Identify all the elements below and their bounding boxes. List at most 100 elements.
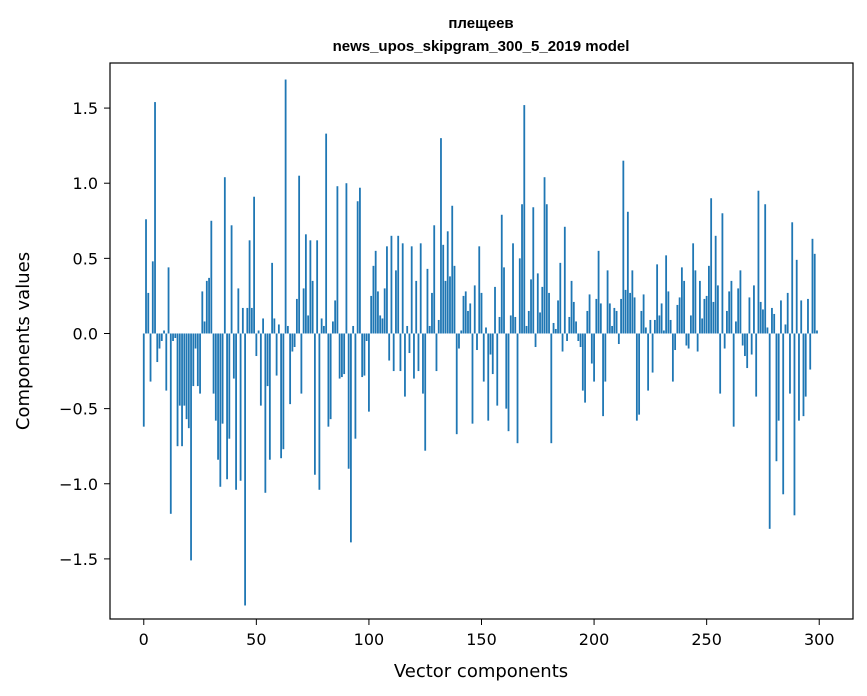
x-tick-label: 0 [139, 630, 149, 649]
x-axis: 0 50 100 150 200 250 300 [139, 619, 835, 649]
bar-54 [264, 333, 267, 493]
bar-226 [651, 333, 654, 373]
bar-36 [223, 177, 226, 334]
bar-179 [545, 204, 548, 334]
bar-38 [228, 333, 231, 439]
bar-181 [550, 333, 553, 444]
bar-43 [239, 333, 242, 481]
bar-276 [764, 204, 767, 334]
bar-106 [381, 318, 384, 334]
bar-134 [444, 280, 447, 334]
bar-192 [575, 321, 577, 334]
x-axis-label: Vector components [394, 661, 568, 682]
bar-196 [584, 333, 586, 403]
bar-21 [190, 333, 192, 561]
bar-236 [674, 333, 677, 351]
bar-267 [744, 333, 746, 357]
bar-4 [151, 261, 154, 334]
bar-197 [586, 310, 589, 334]
bars-group [142, 79, 818, 606]
bar-204 [602, 333, 604, 417]
bar-29 [208, 277, 210, 334]
bar-263 [735, 321, 737, 334]
bar-297 [811, 238, 814, 334]
bar-184 [557, 300, 559, 334]
bar-160 [503, 267, 505, 334]
bar-216 [629, 292, 631, 334]
bar-154 [489, 333, 492, 355]
bar-233 [667, 291, 670, 334]
bar-86 [336, 186, 339, 334]
bar-257 [721, 213, 724, 334]
bar-18 [183, 333, 186, 406]
y-axis: −1.5 −1.0 −0.5 0.0 0.5 1.0 1.5 [59, 99, 110, 569]
bar-127 [428, 325, 431, 334]
bar-244 [692, 243, 695, 334]
bar-277 [766, 327, 769, 334]
bar-224 [647, 333, 650, 391]
bar-212 [620, 298, 622, 334]
bar-155 [491, 333, 494, 375]
bar-188 [566, 333, 568, 341]
bar-149 [478, 246, 481, 334]
bar-291 [798, 333, 800, 421]
bar-111 [392, 333, 395, 372]
bar-182 [552, 322, 555, 334]
bar-10 [165, 333, 168, 391]
bar-94 [354, 333, 357, 439]
bar-24 [196, 333, 199, 387]
bar-143 [464, 291, 467, 334]
bar-102 [372, 265, 375, 334]
bar-35 [221, 333, 224, 424]
bar-288 [791, 222, 794, 334]
bar-210 [615, 310, 618, 334]
bar-147 [473, 285, 476, 334]
bar-217 [631, 270, 634, 334]
bar-60 [277, 324, 280, 334]
bar-72 [304, 234, 307, 334]
bar-237 [676, 304, 679, 334]
bar-82 [327, 333, 330, 427]
bar-262 [732, 333, 735, 427]
bar-292 [800, 300, 803, 334]
bar-93 [352, 325, 355, 334]
bar-30 [210, 220, 213, 334]
bar-281 [775, 333, 778, 462]
bar-0 [142, 333, 145, 427]
bar-293 [802, 333, 805, 417]
bar-254 [714, 235, 717, 334]
bar-120 [413, 333, 415, 379]
y-axis-label: Components values [13, 252, 34, 430]
bar-225 [649, 319, 652, 334]
bar-138 [453, 265, 456, 334]
bar-3 [149, 333, 152, 382]
bar-275 [762, 309, 764, 334]
bar-286 [786, 292, 789, 334]
bar-97 [361, 333, 364, 378]
bar-80 [322, 325, 325, 334]
y-tick-label: −1.0 [59, 475, 98, 494]
bar-61 [280, 333, 283, 459]
bar-90 [345, 183, 348, 334]
bar-73 [307, 315, 310, 334]
x-tick-label: 50 [246, 630, 266, 649]
bar-253 [712, 301, 715, 334]
chart-title: плещеев news_upos_skipgram_300_5_2019 mo… [333, 15, 630, 55]
bar-290 [795, 259, 798, 334]
bar-62 [282, 333, 285, 450]
bar-183 [554, 328, 557, 334]
bar-176 [539, 312, 541, 334]
bar-220 [638, 333, 641, 415]
bar-153 [487, 333, 490, 421]
bar-259 [726, 310, 728, 334]
bar-45 [244, 333, 246, 606]
bar-9 [163, 330, 165, 334]
bar-252 [710, 198, 713, 334]
bar-65 [289, 333, 292, 405]
bar-110 [390, 235, 393, 334]
bar-187 [563, 226, 566, 334]
bar-227 [653, 319, 656, 334]
bar-298 [813, 253, 816, 334]
